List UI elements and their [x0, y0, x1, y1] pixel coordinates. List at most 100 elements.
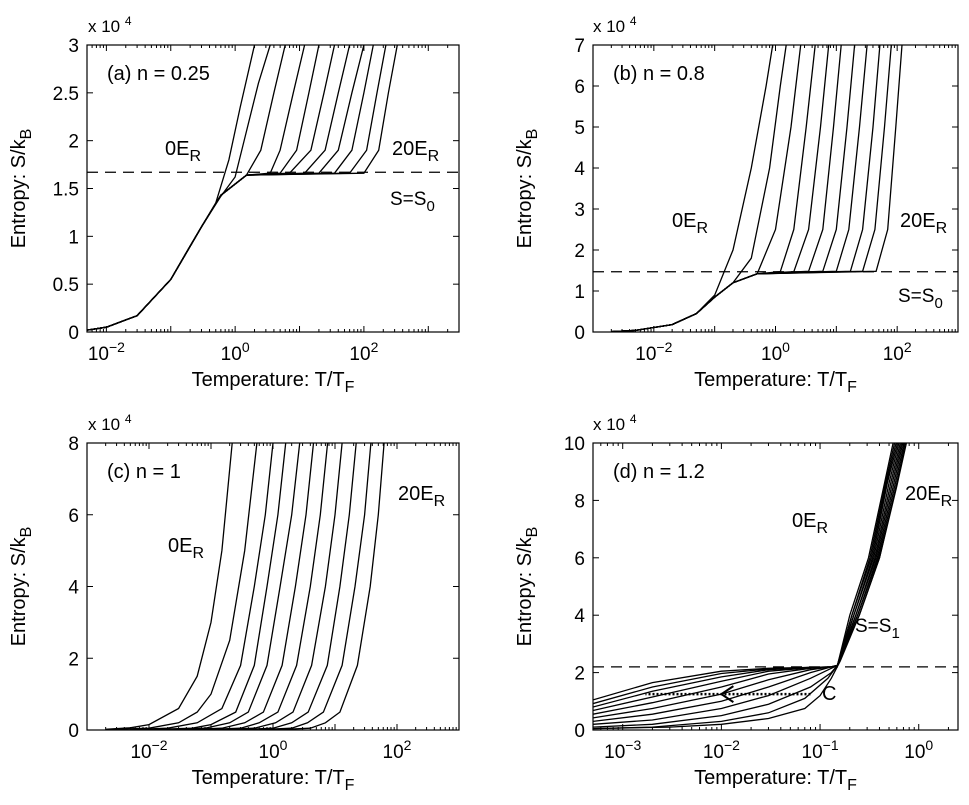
x-tick-label: 100 [259, 737, 288, 763]
y-tick-label: 2 [574, 664, 585, 685]
series-line-4E_R [130, 443, 274, 730]
series-line-10E_R [593, 443, 901, 719]
series-line-16E_R [611, 45, 881, 332]
series-line-4E_R [611, 45, 802, 332]
x-tick-label: 10−2 [703, 737, 740, 763]
reference-line-label: S=S0 [898, 286, 943, 312]
curves [593, 443, 908, 730]
reference-line-label: S=S0 [390, 189, 435, 215]
curves [87, 45, 398, 331]
series-line-14E_R [221, 443, 343, 730]
y-tick-label: 0.5 [53, 275, 79, 296]
arrow-head-icon [719, 685, 734, 703]
series-label-high: 20ER [398, 483, 445, 510]
y-tick-label: 7 [574, 36, 585, 57]
series-line-4E_R [87, 45, 286, 331]
x-tick-label: 100 [904, 737, 933, 763]
x-tick-label: 100 [221, 339, 250, 365]
y-tick-label: 2 [574, 241, 585, 262]
series-line-16E_R [240, 443, 357, 730]
panel-1: S=S0 0 0.5 1 1.5 2 2.5 3 10−2 100 102 x 10 4 Tempera… [8, 14, 460, 396]
y-tick-label: 6 [574, 77, 585, 98]
y-tick-label: 0 [574, 721, 585, 742]
series-line-10E_R [87, 45, 336, 331]
series-label-low: 0ER [672, 210, 708, 237]
series-line-6E_R [593, 443, 904, 725]
x-tick-label: 102 [383, 737, 412, 763]
series-line-12E_R [611, 45, 856, 332]
series-label-high: 20ER [392, 138, 439, 165]
x-axis-title: Temperature: T/TF [694, 767, 857, 794]
y-axis-title: Entropy: S/kB [8, 129, 35, 249]
y-tick-label: 4 [68, 578, 79, 599]
x-tick-label: 10−2 [130, 737, 167, 763]
y-tick-label: 8 [574, 491, 585, 512]
y-tick-label: 1 [574, 282, 585, 303]
y-axis-title: Entropy: S/kB [514, 129, 541, 249]
y-tick-label: 8 [68, 434, 79, 455]
series-label-high: 20ER [905, 483, 952, 510]
series-line-20E_R [277, 443, 385, 730]
series-line-20E_R [87, 45, 398, 331]
y-tick-label: 0 [68, 721, 79, 742]
y-axis-title: Entropy: S/kB [514, 527, 541, 647]
x-tick-label: 10−1 [802, 737, 839, 763]
y-tick-label: 6 [68, 506, 79, 527]
series-label-low: 0ER [792, 510, 828, 537]
x-tick-label: 10−2 [88, 339, 125, 365]
series-line-18E_R [87, 45, 387, 331]
series-line-6E_R [611, 45, 816, 332]
y-tick-label: 2 [68, 649, 79, 670]
reference-line-label: S=S1 [855, 616, 900, 642]
series-line-8E_R [167, 443, 301, 730]
series-line-0E_R [105, 443, 233, 730]
panel-label: (b) n = 0.8 [613, 63, 705, 85]
x-tick-label: 102 [883, 339, 912, 365]
series-line-10E_R [186, 443, 315, 730]
panel-label: (c) n = 1 [107, 461, 181, 483]
series-line-2E_R [593, 443, 906, 730]
x-axis-title: Temperature: T/TF [192, 767, 355, 794]
series-line-2E_R [611, 45, 787, 332]
y-tick-label: 1 [68, 227, 79, 248]
series-label-low: 0ER [168, 535, 204, 562]
y-tick-label: 5 [574, 118, 585, 139]
y-tick-label: 2.5 [53, 84, 79, 105]
y-tick-label: 0 [68, 323, 79, 344]
y-tick-label: 10 [564, 434, 585, 455]
curves [611, 45, 903, 332]
curves [105, 443, 385, 730]
x-tick-label: 10−3 [604, 737, 641, 763]
series-line-0E_R [87, 45, 256, 331]
series-line-14E_R [611, 45, 868, 332]
y-tick-label: 1.5 [53, 180, 79, 201]
y-axis-title: Entropy: S/kB [8, 527, 35, 647]
series-line-14E_R [87, 45, 365, 331]
series-line-6E_R [148, 443, 287, 730]
series-line-2E_R [87, 45, 271, 331]
series-line-18E_R [259, 443, 372, 730]
y-tick-label: 6 [574, 549, 585, 570]
series-line-18E_R [611, 45, 892, 332]
series-line-0E_R [611, 45, 774, 332]
panel-3: 0 2 4 6 8 10−2 100 102 x 10 4 Temperature: T/TF En… [8, 412, 460, 794]
panel-2: S=S0 0 1 2 3 4 5 6 7 10−2 100 102 x 10 4 Temperature:… [514, 14, 959, 396]
series-line-12E_R [204, 443, 329, 730]
y-tick-label: 4 [574, 159, 585, 180]
y-axis-multiplier: x 10 4 [88, 412, 132, 434]
series-line-2E_R [105, 443, 258, 730]
series-line-8E_R [87, 45, 320, 331]
y-tick-label: 0 [574, 323, 585, 344]
series-line-4E_R [593, 443, 905, 728]
point-label: C [822, 683, 836, 705]
x-axis-title: Temperature: T/TF [192, 369, 355, 396]
series-label-low: 0ER [165, 138, 201, 165]
x-tick-label: 10−2 [635, 339, 672, 365]
y-tick-label: 4 [574, 606, 585, 627]
y-tick-label: 3 [574, 200, 585, 221]
panel-4: S=S1 0 2 4 6 8 10 10−3 10−2 10−1 100 x 10 4 Temperat… [514, 412, 959, 794]
y-tick-label: 2 [68, 132, 79, 153]
plot-frame [592, 442, 959, 731]
y-axis-multiplier: x 10 4 [88, 14, 132, 36]
